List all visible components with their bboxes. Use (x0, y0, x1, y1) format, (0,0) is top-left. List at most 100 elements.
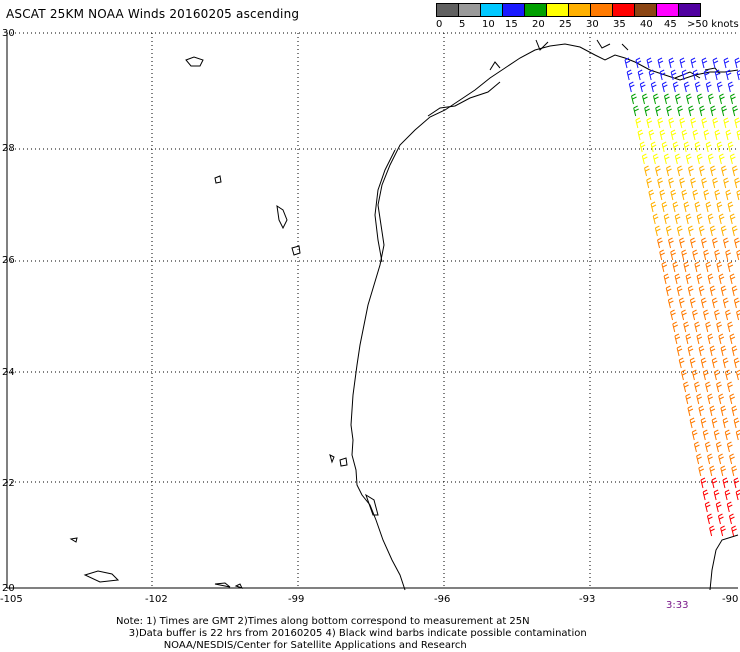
wind-barb (655, 105, 661, 117)
coastline (350, 43, 739, 591)
wind-barb (731, 525, 737, 537)
wind-barb (698, 345, 705, 357)
wind-barb (639, 81, 646, 93)
note-line: 3)Data buffer is 22 hrs from 20160205 4)… (128, 628, 587, 639)
wind-barb (661, 81, 668, 93)
legend-label: 25 (559, 19, 572, 30)
wind-barb (702, 489, 709, 501)
wind-barb (731, 405, 738, 417)
coastline-detail (427, 39, 721, 117)
wind-barb (689, 357, 696, 369)
wind-barb (654, 225, 661, 237)
wind-barb (725, 249, 731, 261)
wind-barb (681, 309, 687, 321)
wind-barb (707, 393, 713, 405)
wind-barb (670, 69, 677, 81)
wind-barb (659, 249, 665, 261)
island (329, 454, 335, 464)
wind-barb (687, 345, 694, 357)
wind-barb (709, 525, 715, 537)
wind-barb (720, 285, 727, 297)
wind-barb (685, 153, 692, 165)
wind-barb (716, 261, 723, 273)
wind-barb (724, 489, 731, 501)
wind-barb (678, 357, 685, 369)
wind-barb (729, 393, 735, 405)
wind-barb (724, 429, 731, 441)
wind-barb (670, 189, 677, 201)
island (185, 56, 204, 67)
wind-barb (731, 465, 738, 477)
wind-barb (706, 513, 713, 525)
wind-barb (659, 69, 666, 81)
wind-barb (666, 165, 672, 177)
wind-barb (702, 369, 709, 381)
wind-barb (641, 153, 648, 165)
wind-barb (657, 117, 664, 129)
wind-barb (646, 57, 653, 69)
wind-barb (713, 489, 720, 501)
wind-barb (661, 141, 668, 153)
wind-barb (698, 405, 705, 417)
wind-barb (677, 165, 683, 177)
wind-barb (681, 249, 687, 261)
wind-barb (727, 261, 734, 273)
wind-barb (701, 57, 708, 69)
wind-barb (715, 441, 722, 453)
wind-barb (648, 129, 655, 141)
wind-barb (657, 237, 663, 249)
wind-barb (650, 201, 657, 213)
wind-barb (713, 369, 720, 381)
map-title: ASCAT 25KM NOAA Winds 20160205 ascending (6, 7, 300, 21)
island (365, 493, 379, 516)
wind-barb (667, 297, 674, 309)
wind-barb (696, 393, 702, 405)
legend-labels: 0 5 10 15 20 25 30 35 40 45 >50 knots (436, 17, 739, 31)
wind-barb (716, 381, 722, 393)
wind-barb (689, 417, 696, 429)
wind-barb (711, 417, 718, 429)
wind-barb (733, 477, 740, 489)
wind-barb (690, 117, 697, 129)
legend-label: 5 (459, 19, 466, 30)
wind-barb (732, 165, 738, 177)
wind-barb (637, 69, 644, 81)
lat-label: 30 (2, 28, 15, 39)
wind-barb (716, 201, 723, 213)
wind-barb (690, 177, 696, 189)
wind-barb (657, 177, 663, 189)
wind-barb (736, 309, 740, 321)
wind-barb (735, 489, 740, 501)
wind-barb (692, 189, 699, 201)
wind-barb (696, 273, 703, 285)
yucatan-coast (709, 534, 739, 591)
wind-barb (674, 273, 681, 285)
wind-barb (648, 189, 655, 201)
wind-barb (722, 357, 729, 369)
wind-barb (628, 81, 635, 93)
wind-barb (683, 381, 689, 393)
wind-barb (674, 333, 681, 345)
wind-barb (668, 57, 675, 69)
lat-label: 28 (2, 143, 15, 154)
wind-barb (726, 441, 733, 453)
wind-barb (694, 381, 700, 393)
wind-barb (686, 93, 692, 105)
island (291, 245, 301, 256)
wind-barb (729, 153, 736, 165)
wind-barb (657, 57, 664, 69)
wind-barb (710, 165, 716, 177)
wind-barb (705, 261, 712, 273)
legend-label: 20 (532, 19, 545, 30)
wind-barb (652, 153, 659, 165)
wind-barb (659, 189, 666, 201)
wind-barb (716, 81, 723, 93)
wind-barb (697, 93, 703, 105)
wind-barb (675, 93, 681, 105)
wind-barb (731, 285, 738, 297)
wind-barb (734, 117, 740, 129)
wind-barb (644, 165, 650, 177)
island (69, 537, 78, 543)
wind-barb (676, 225, 683, 237)
wind-barb (690, 237, 696, 249)
